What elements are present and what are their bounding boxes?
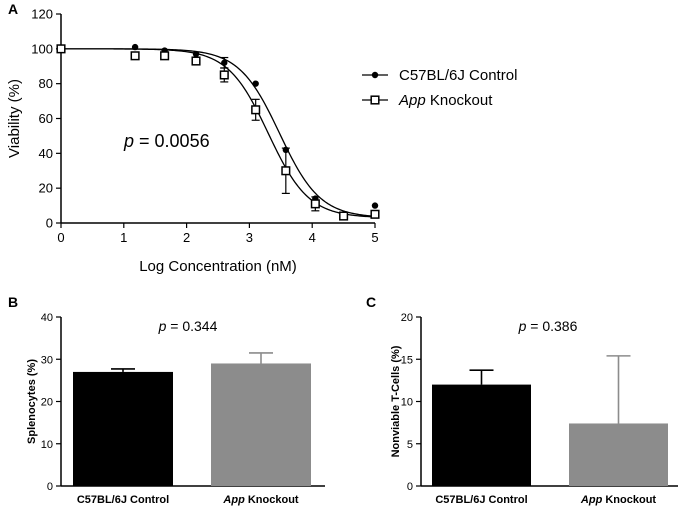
point-knockout (310, 199, 320, 209)
point-knockout (160, 51, 170, 61)
bar-c-control (432, 384, 531, 486)
x-category-label-c: App Knockout (580, 494, 657, 506)
point-control (131, 43, 139, 51)
y-axis-label-b: Splenocytes (%) (26, 359, 38, 444)
p-value-c: p = 0.386 (518, 318, 578, 334)
y-tick-label-a: 60 (39, 111, 53, 126)
x-category-label-b: App Knockout (222, 494, 299, 506)
x-tick-label-a: 5 (371, 230, 378, 245)
x-tick-label-a: 0 (57, 230, 64, 245)
x-category-label-b: C57BL/6J Control (77, 494, 169, 506)
point-knockout (130, 51, 140, 61)
x-tick-label-a: 4 (309, 230, 316, 245)
x-tick-label-a: 3 (246, 230, 253, 245)
y-tick-label-b: 40 (41, 312, 53, 324)
p-value-b: p = 0.344 (158, 318, 218, 334)
legend-label-control: C57BL/6J Control (399, 67, 517, 84)
panel-label-a: A (8, 1, 18, 17)
y-tick-label-b: 30 (41, 354, 53, 366)
y-tick-label-c: 0 (407, 481, 413, 493)
x-axis-label-a: Log Concentration (nM) (139, 258, 297, 275)
point-control (192, 50, 200, 58)
y-tick-label-a: 40 (39, 146, 53, 161)
y-tick-label-a: 20 (39, 181, 53, 196)
fit-curve-control (61, 48, 376, 217)
point-knockout (56, 44, 66, 54)
y-tick-label-c: 5 (407, 439, 413, 451)
panel-label-c: C (366, 294, 376, 310)
bar-b-control (73, 371, 173, 486)
y-axis-label-c: Nonviable T-Cells (%) (390, 345, 402, 457)
bar-c-knockout (569, 423, 668, 486)
y-tick-label-a: 80 (39, 76, 53, 91)
point-knockout (191, 56, 201, 66)
x-tick-label-a: 1 (120, 230, 127, 245)
y-axis-label-a: Viability (%) (6, 79, 23, 158)
y-tick-label-c: 15 (401, 354, 413, 366)
y-tick-label-b: 10 (41, 439, 53, 451)
fit-curve-knockout (61, 48, 376, 218)
bar-b-knockout (211, 363, 311, 486)
point-knockout (219, 70, 229, 80)
point-knockout (370, 209, 380, 219)
point-knockout (281, 166, 291, 176)
point-knockout (339, 211, 349, 221)
legend-label-knockout: App Knockout (398, 92, 493, 109)
legend-marker-knockout (370, 95, 380, 105)
point-control (252, 80, 259, 87)
p-value-a: p = 0.0056 (123, 131, 210, 151)
y-tick-label-b: 0 (47, 481, 53, 493)
x-tick-label-a: 2 (183, 230, 190, 245)
point-control (371, 202, 379, 209)
y-tick-label-a: 100 (31, 41, 53, 56)
y-tick-label-b: 20 (41, 397, 53, 409)
y-tick-label-c: 20 (401, 312, 413, 324)
y-tick-label-a: 120 (31, 7, 53, 22)
point-control (221, 59, 228, 66)
legend-marker-control (371, 71, 379, 79)
panel-label-b: B (8, 294, 18, 310)
point-knockout (251, 105, 261, 115)
x-category-label-c: C57BL/6J Control (435, 494, 527, 506)
y-tick-label-c: 10 (401, 397, 413, 409)
y-tick-label-a: 0 (46, 216, 53, 231)
